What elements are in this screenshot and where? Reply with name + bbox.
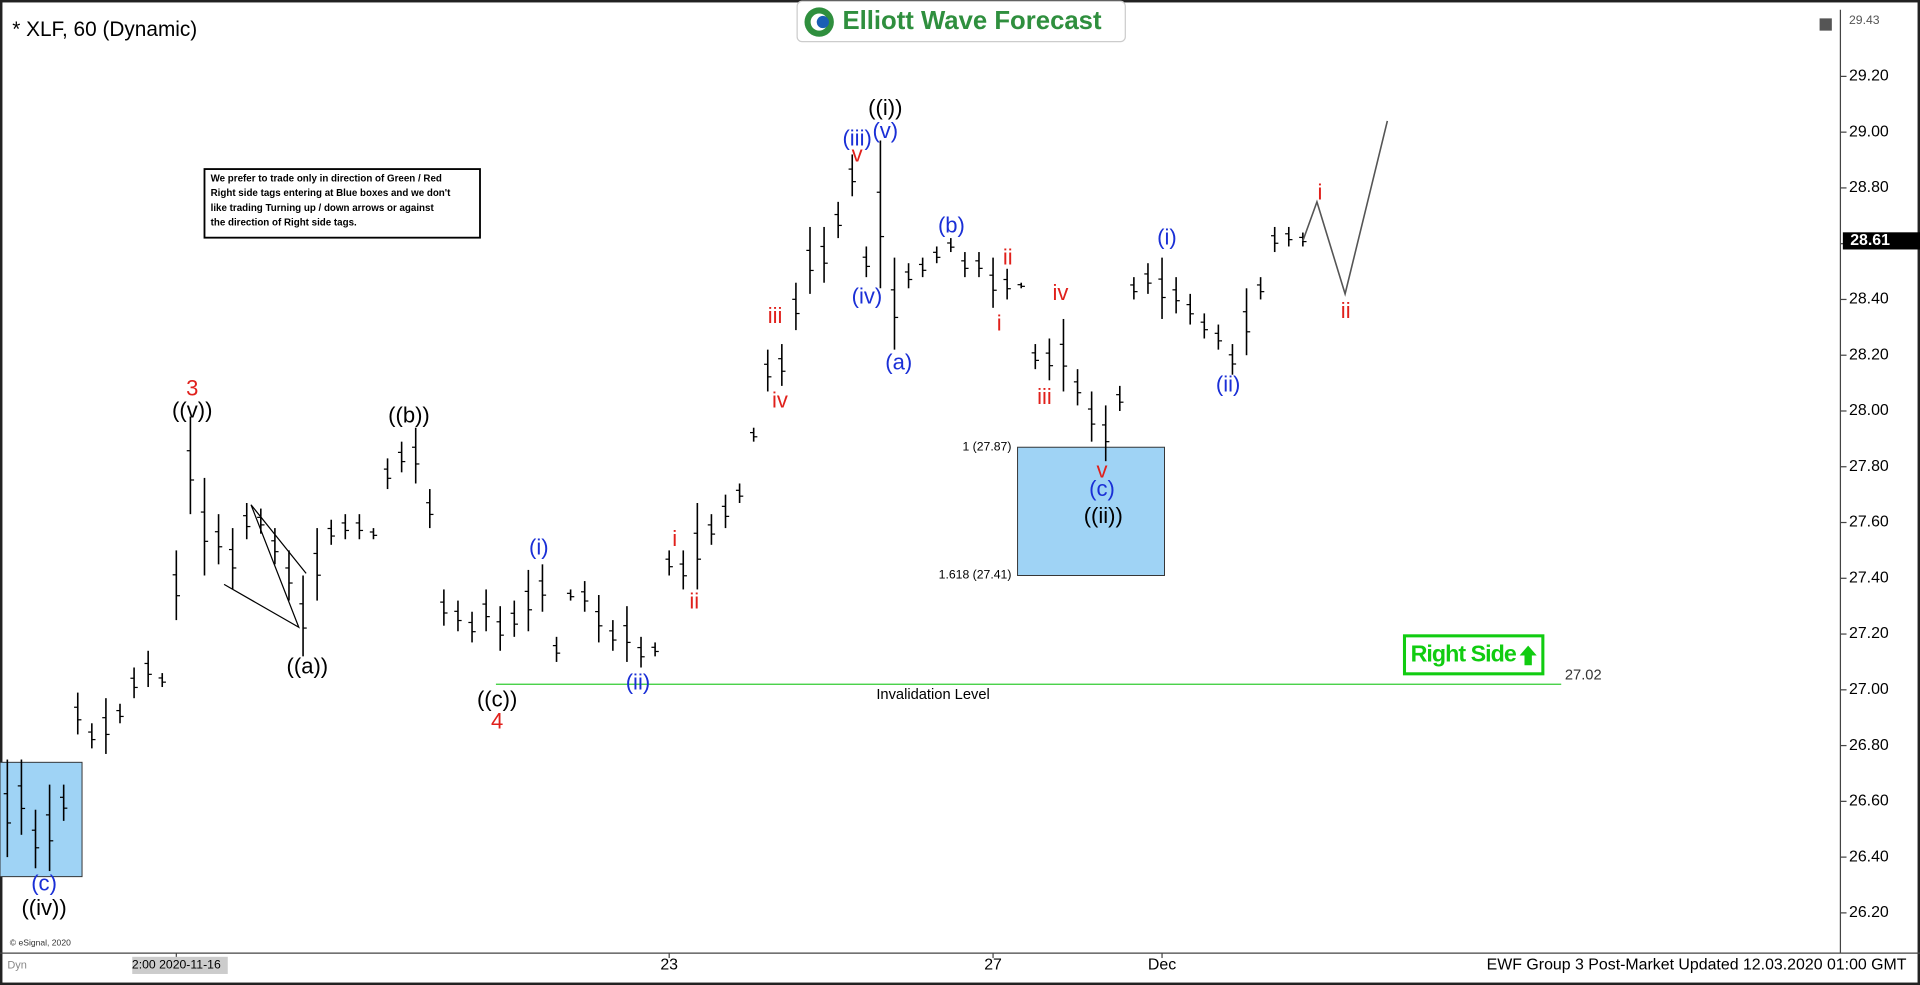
wave-label: ((ii)) [1084,503,1123,528]
support-box [0,761,83,878]
cursor-time-box [132,956,228,974]
note-line: the direction of Right side tags. [211,218,357,229]
y-tick-label: 29.00 [1849,123,1889,140]
corner-label: Dyn [7,959,27,971]
wave-label: ((c)) [477,687,517,712]
y-tick-label: 27.80 [1849,458,1889,475]
invalidation-label: Invalidation Level [876,687,989,703]
y-tick-label: 28.20 [1849,346,1889,363]
y-tick-label: 27.00 [1849,681,1889,698]
wave-label: ((a)) [287,654,329,679]
y-tick-label: 28.00 [1849,402,1889,419]
right-side-box [1402,634,1545,676]
y-tick-label: 26.60 [1849,793,1889,810]
y-tick-label: 26.80 [1849,737,1889,754]
note-line: Right side tags entering at Blue boxes a… [211,188,452,199]
x-tick-label: 2:00 2020-11-16 [132,958,221,972]
logo-box [796,0,1126,43]
wave-label: iii [768,303,783,328]
wave-label: iv [1052,280,1068,305]
y-tick-label: 29.20 [1849,68,1889,85]
logo: Elliott Wave Forecast [796,0,1126,43]
invalidation-value: 27.02 [1565,668,1602,684]
wave-label: ii [689,589,699,614]
wave-label: (c) [1089,476,1115,501]
wave-label: iii [1037,384,1052,409]
wave-label: ((v)) [172,397,212,422]
right-side-tag: Right Side [1402,634,1545,676]
last-price-label: 28.61 [1850,232,1890,249]
fib-label: 1 (27.87) [962,439,1011,453]
footer: EWF Group 3 Post-Market Updated 12.03.20… [1487,957,1907,974]
wave-label: (i) [529,535,549,560]
wave-label: i [1318,179,1323,204]
wave-label: i [672,526,677,551]
wave-label: (ii) [626,669,650,694]
note: We prefer to trade only in direction of … [203,168,481,239]
wave-label: ((iv)) [21,895,66,920]
wave-label: ii [1341,298,1351,323]
wave-label: ii [1003,244,1013,269]
wave-label: iv [772,388,788,413]
wave-label: 3 [186,375,198,400]
wave-label: 4 [491,709,503,734]
logo-text: Elliott Wave Forecast [842,7,1102,35]
y-tick-label: 26.40 [1849,848,1889,865]
note-line: like trading Turning up / down arrows or… [211,203,435,214]
wave-label: (i) [1157,225,1177,250]
x-tick-label: 23 [660,957,678,974]
chart-title: * XLF, 60 (Dynamic) [12,18,197,41]
wave-label: (ii) [1216,372,1240,397]
y-tick-label: 27.40 [1849,569,1889,586]
copyright: © eSignal, 2020 [10,938,71,948]
x-tick-label: 27 [984,957,1002,974]
window-icon [1819,18,1832,31]
logo-icon-dot [816,15,829,29]
fib-box [1017,446,1165,576]
note-box [203,168,481,239]
y-tick-label: 26.20 [1849,904,1889,921]
wave-label: v [1097,457,1108,482]
y-tick-label: 27.60 [1849,514,1889,531]
y-tick-label: 28.80 [1849,179,1889,196]
wave-label: (a) [885,350,912,375]
wave-label: (v) [872,118,898,143]
last-price-box [1842,232,1920,250]
wave-label: (c) [31,870,57,895]
projection-line [1302,120,1389,297]
wave-label: i [997,310,1002,335]
wave-label: ((i)) [868,95,902,120]
note-line: We prefer to trade only in direction of … [211,173,442,184]
right-side-text: Right Side [1411,641,1517,667]
wave-label: v [852,141,863,166]
triangle-lines [223,504,307,629]
y-tick-label: 27.20 [1849,625,1889,642]
y-tick-label: 28.40 [1849,291,1889,308]
x-tick-label: Dec [1148,957,1176,974]
wave-label: (iv) [852,284,883,309]
wave-label: ((b)) [388,402,430,427]
up-arrow [1519,645,1537,666]
wave-label: (iii) [842,125,871,150]
wave-label: (b) [938,212,965,237]
fib-label: 1.618 (27.41) [939,568,1012,582]
top-price-label: 29.43 [1849,13,1880,27]
